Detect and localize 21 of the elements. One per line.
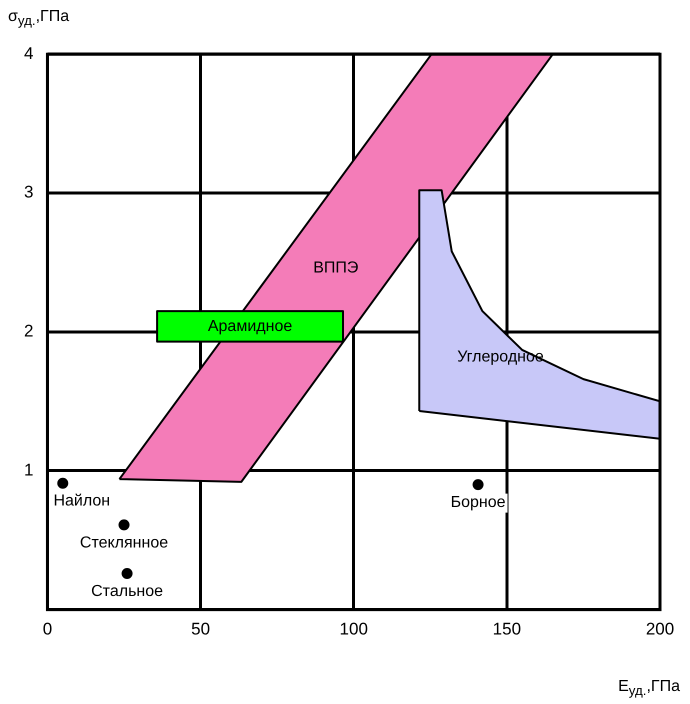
- y-tick-label: 3: [24, 182, 34, 202]
- x-tick-label: 50: [191, 619, 210, 638]
- y-tick-label: 4: [24, 44, 34, 63]
- point: [122, 568, 133, 579]
- y-axis-title: σ$_{уд.}$,ГПа: [8, 8, 70, 28]
- point: [57, 478, 68, 489]
- x-tick-label: 0: [42, 619, 52, 638]
- point: [472, 479, 484, 490]
- series-label: ВППЭ: [313, 260, 358, 277]
- series-label: Борное: [450, 494, 506, 512]
- point: [118, 519, 130, 530]
- x-axis-title: E$_{уд.}$,ГПа: [618, 678, 680, 698]
- y-tick-label: 1: [24, 460, 34, 480]
- series-label: Найлон: [53, 492, 110, 510]
- x-tick-label: 150: [492, 619, 522, 638]
- series-label: Стеклянное: [80, 534, 168, 552]
- y-tick-label: 2: [24, 322, 34, 341]
- x-tick-label: 100: [340, 619, 368, 638]
- x-tick-label: 200: [646, 619, 674, 638]
- series-label: Арамидное: [208, 318, 292, 335]
- series-label: Стальное: [91, 582, 164, 600]
